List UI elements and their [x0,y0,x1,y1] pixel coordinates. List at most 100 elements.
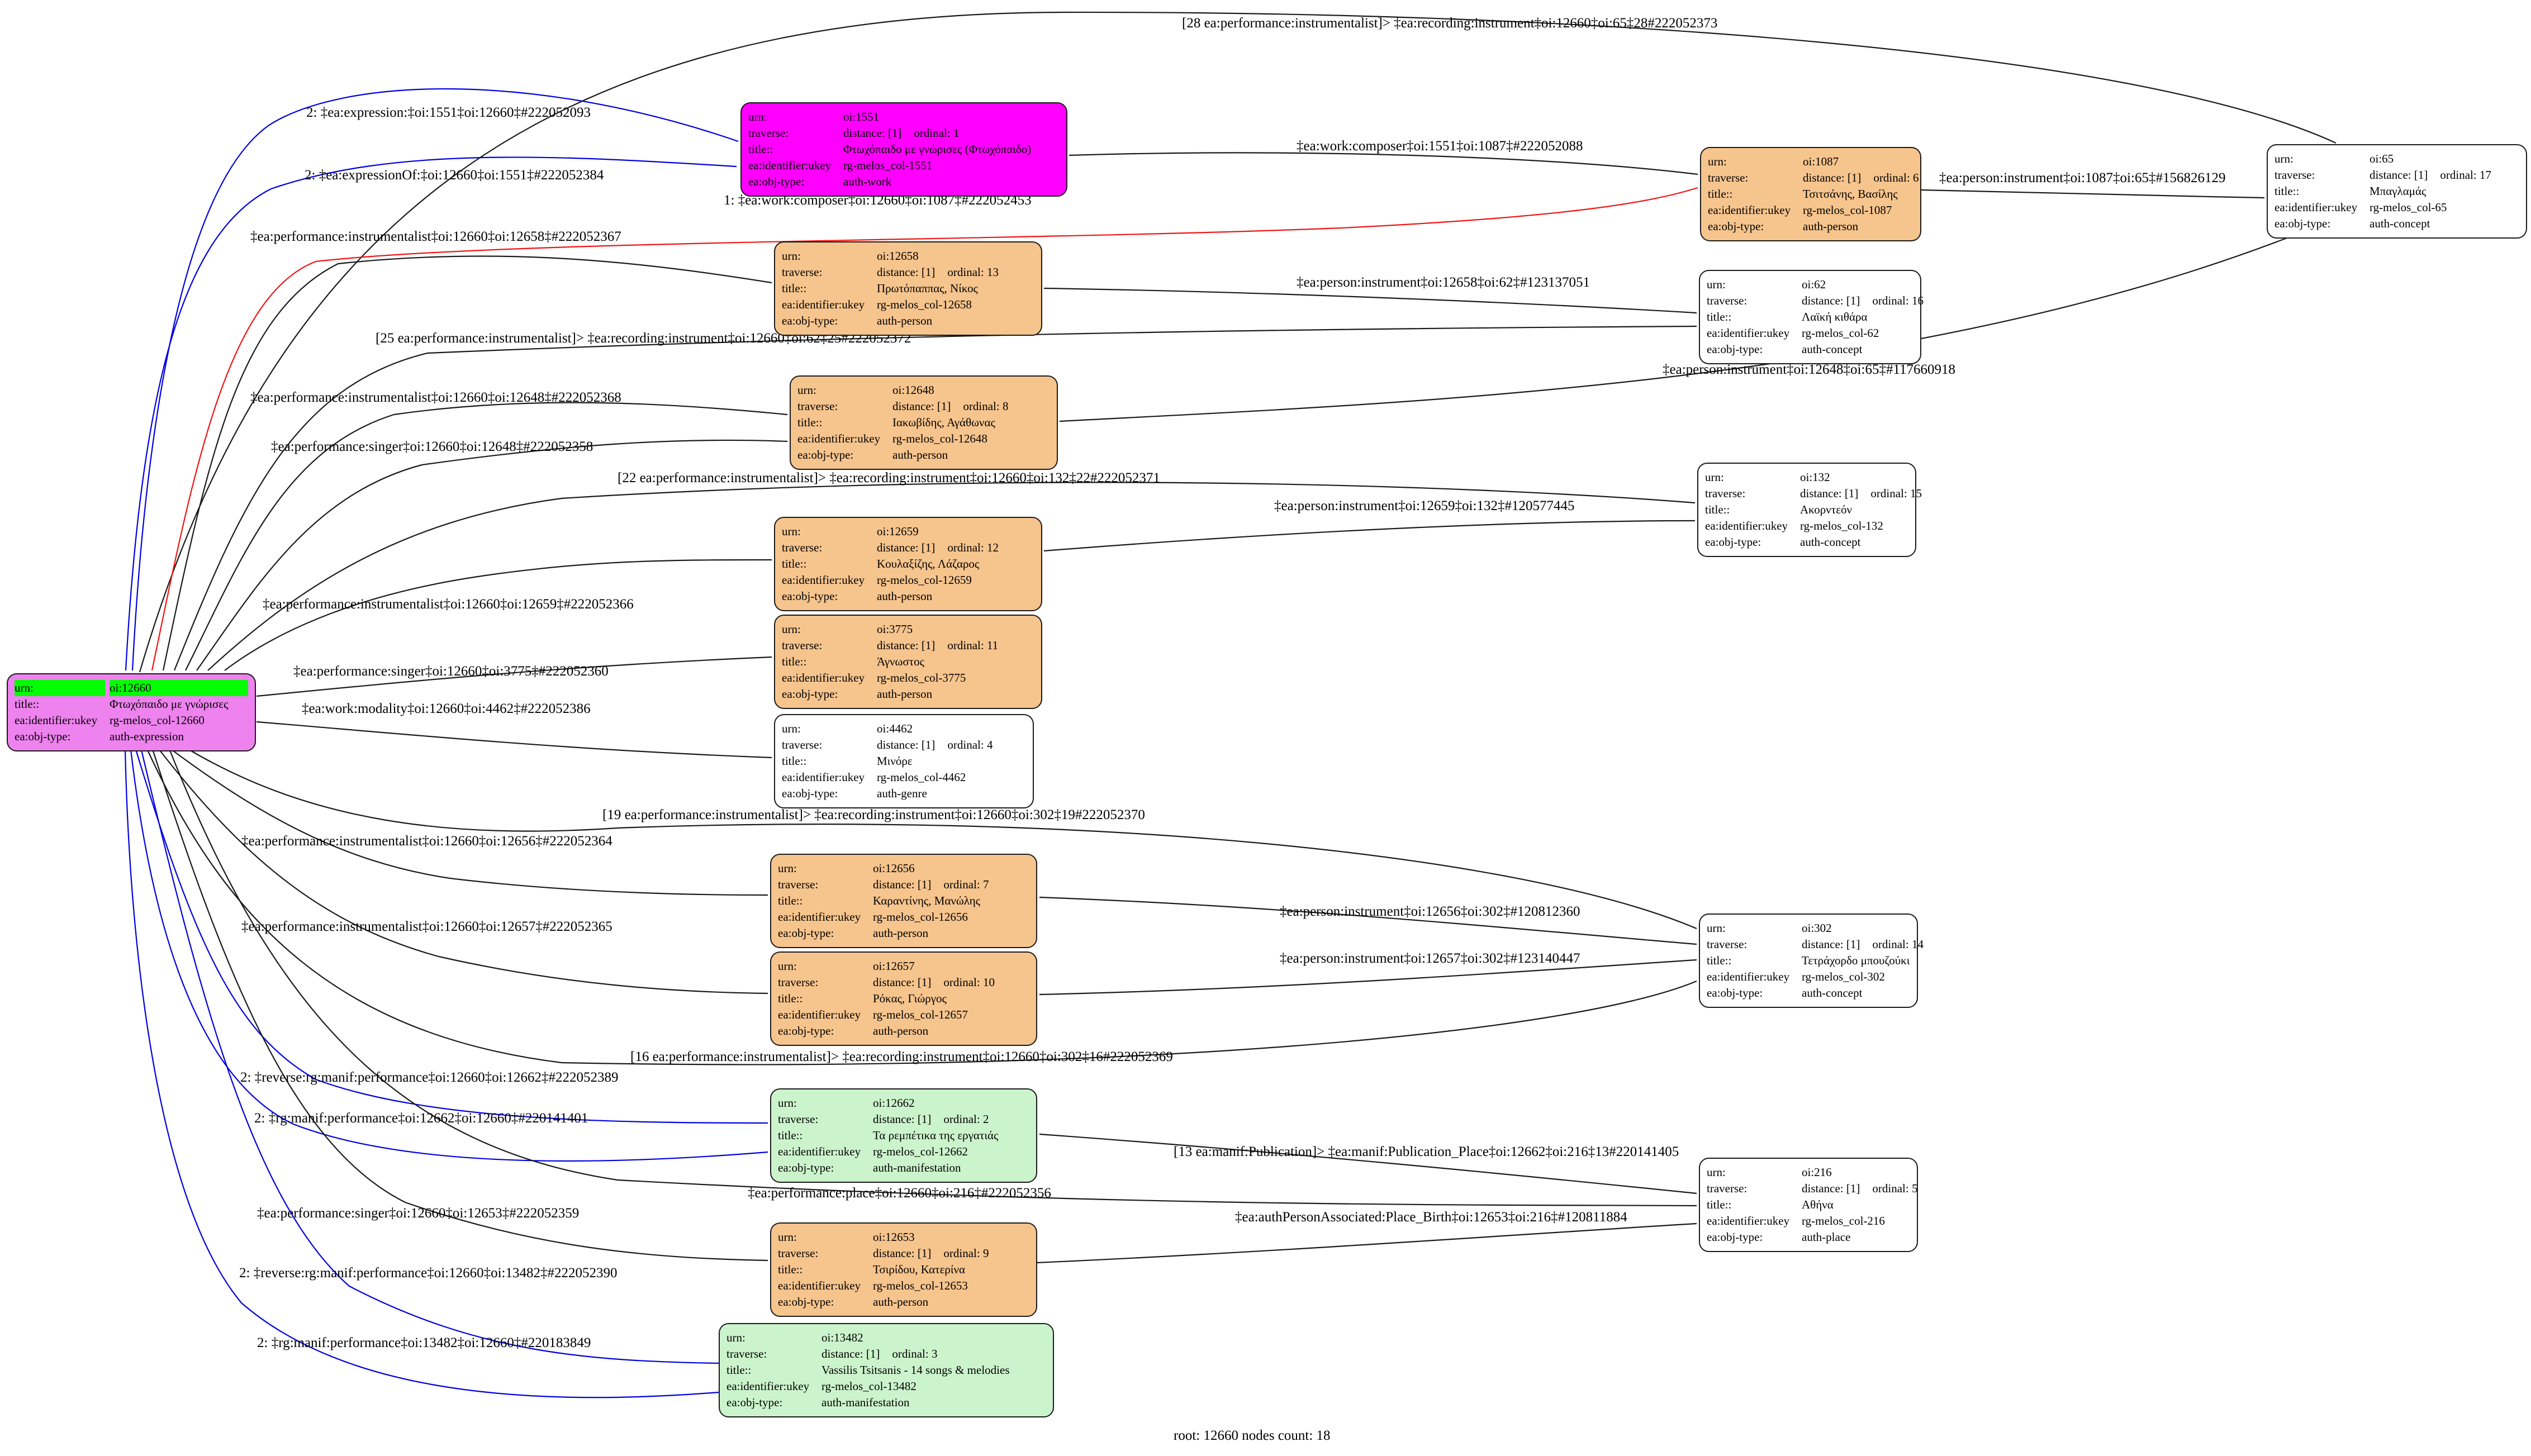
objtype-value: auth-expression [110,730,184,743]
distance-value: distance: [1] [892,399,951,413]
title-label: title:: [15,697,40,711]
urn-value: oi:13482 [821,1331,863,1344]
traverse-value: distance: [1] ordinal: 15 [1800,486,1922,502]
title-value: Ιακωβίδης, Αγάθωνας [892,416,995,429]
objtype-label: ea:obj-type: [1708,220,1764,233]
edge [1059,237,2287,422]
ordinal-value: ordinal: 11 [947,639,999,652]
edge [1043,287,1697,314]
edge [157,747,768,995]
ordinal-value: ordinal: 14 [1872,938,1924,951]
edge [256,721,772,759]
traverse-value: distance: [1] ordinal: 17 [2369,167,2519,183]
edge [124,749,719,1398]
title-value: Φτωχόπαιδο με γνώρισες [110,697,229,711]
title-label: title:: [1708,187,1733,201]
node-oi-12658[interactable]: urn: oi:12658 traverse: distance: [1] ordina… [774,241,1042,336]
urn-label: urn: [782,622,801,636]
ukey-value: rg-melos_col-12660 [110,713,205,727]
node-oi-1551[interactable]: urn: oi:1551 traverse: distance: [1] ordinal… [740,102,1067,197]
node-oi-12659[interactable]: urn: oi:12659 traverse: distance: [1] ordina… [774,517,1042,611]
ordinal-value: ordinal: 4 [947,738,993,751]
ukey-label: ea:identifier:ukey [1707,970,1790,983]
edge-label: ‡ea:performance:instrumentalist‡oi:12660… [241,834,612,849]
title-value: Λαϊκή κιθάρα [1802,310,1868,323]
node-oi-12662[interactable]: urn: oi:12662 traverse: distance: [1] ordina… [770,1088,1037,1183]
node-oi-12653[interactable]: urn: oi:12653 traverse: distance: [1] ordina… [770,1222,1037,1317]
objtype-value: auth-person [877,314,933,327]
node-oi-132[interactable]: urn: oi:132 traverse: distance: [1] ordinal:… [1697,463,1922,557]
ukey-value: rg-melos_col-216 [1802,1214,1885,1227]
node-oi-65[interactable]: urn: oi:65 traverse: distance: [1] ordinal: … [2267,144,2527,239]
node-oi-1087[interactable]: urn: oi:1087 traverse: distance: [1] ordinal… [1700,147,1921,241]
objtype-label: ea:obj-type: [726,1396,783,1409]
ukey-value: rg-melos_col-1087 [1803,203,1892,217]
title-label: title:: [782,557,807,570]
distance-value: distance: [1] [877,639,936,652]
node-oi-12648[interactable]: urn: oi:12648 traverse: distance: [1] ordina… [790,375,1058,470]
node-oi-4462[interactable]: urn: oi:4462 traverse: distance: [1] ordinal… [774,714,1034,808]
title-label: title:: [1707,1198,1732,1211]
urn-label: urn: [1707,278,1726,291]
distance-value: distance: [1] [877,541,936,554]
distance-value: distance: [1] [1800,487,1859,500]
urn-value: oi:12656 [873,862,915,875]
traverse-label: traverse: [1707,1182,1748,1195]
urn-value: oi:12660 [110,680,248,696]
urn-value: oi:12658 [877,249,919,263]
ukey-value: rg-melos_col-65 [2369,201,2447,214]
edge-label: 2: ‡reverse:rg:manif:performance‡oi:1266… [239,1265,618,1281]
ukey-label: ea:identifier:ukey [1707,1214,1790,1227]
title-value: Καραντίνης, Μανώλης [873,894,981,907]
objtype-label: ea:obj-type: [778,1024,834,1038]
objtype-label: ea:obj-type: [797,448,854,461]
objtype-label: ea:obj-type: [1705,535,1761,549]
traverse-label: traverse: [1707,294,1748,307]
ukey-label: ea:identifier:ukey [15,713,98,727]
traverse-value: distance: [1] ordinal: 8 [892,398,1050,415]
urn-value: oi:12662 [873,1096,915,1110]
traverse-value: distance: [1] ordinal: 11 [877,637,1034,654]
title-label: title:: [1707,954,1732,967]
ukey-label: ea:identifier:ukey [778,1008,861,1021]
distance-value: distance: [1] [821,1347,880,1360]
edge [173,325,1697,671]
edge [151,747,768,1262]
objtype-label: ea:obj-type: [782,687,838,701]
objtype-value: auth-manifestation [821,1396,910,1409]
edge-label: ‡ea:person:instrument‡oi:12658‡oi:62‡#12… [1297,275,1590,290]
title-value: Άγνωστος [877,655,924,668]
urn-label: urn: [778,862,797,875]
ukey-label: ea:identifier:ukey [1707,326,1790,340]
ordinal-value: ordinal: 5 [1872,1182,1918,1195]
edge [1921,189,2265,199]
title-label: title:: [726,1363,752,1377]
edge-label: ‡ea:person:instrument‡oi:12648‡oi:65‡#11… [1663,362,1956,377]
ukey-value: rg-melos_col-12657 [873,1008,968,1021]
edge-label: ‡ea:performance:singer‡oi:12660‡oi:12653… [257,1206,580,1221]
traverse-label: traverse: [2274,168,2315,182]
urn-value: oi:62 [1802,278,1826,291]
node-oi-13482[interactable]: urn: oi:13482 traverse: distance: [1] ordina… [719,1323,1054,1417]
urn-label: urn: [1707,1165,1726,1179]
ukey-label: ea:identifier:ukey [778,1279,861,1292]
node-oi-3775[interactable]: urn: oi:3775 traverse: distance: [1] ordinal… [774,615,1042,709]
distance-value: distance: [1] [1802,1182,1860,1195]
node-oi-216[interactable]: urn: oi:216 traverse: distance: [1] ordinal:… [1699,1158,1918,1252]
title-value: Τσιτσάνης, Βασίλης [1803,187,1898,201]
traverse-value: distance: [1] ordinal: 9 [873,1245,1029,1262]
title-value: Φτωχόπαιδο με γνώρισες (Φτωχόπαιδο) [843,142,1032,156]
node-oi-12656[interactable]: urn: oi:12656 traverse: distance: [1] ordina… [770,854,1037,948]
traverse-label: traverse: [726,1347,767,1360]
edge-label: 2: ‡rg:manif:performance‡oi:12662‡oi:126… [254,1111,588,1126]
traverse-label: traverse: [782,738,823,751]
node-oi-12660[interactable]: urn: oi:12660 title:: Φτωχόπαιδο με γνώρισε… [7,673,256,751]
traverse-value: distance: [1] ordinal: 2 [873,1111,1029,1127]
node-oi-12657[interactable]: urn: oi:12657 traverse: distance: [1] ordina… [770,951,1037,1046]
urn-value: oi:12648 [892,383,934,397]
node-oi-62[interactable]: urn: oi:62 traverse: distance: [1] ordinal: … [1699,270,1924,364]
urn-label: urn: [1705,470,1724,484]
traverse-label: traverse: [1707,938,1748,951]
node-oi-302[interactable]: urn: oi:302 traverse: distance: [1] ordinal:… [1699,913,1924,1008]
